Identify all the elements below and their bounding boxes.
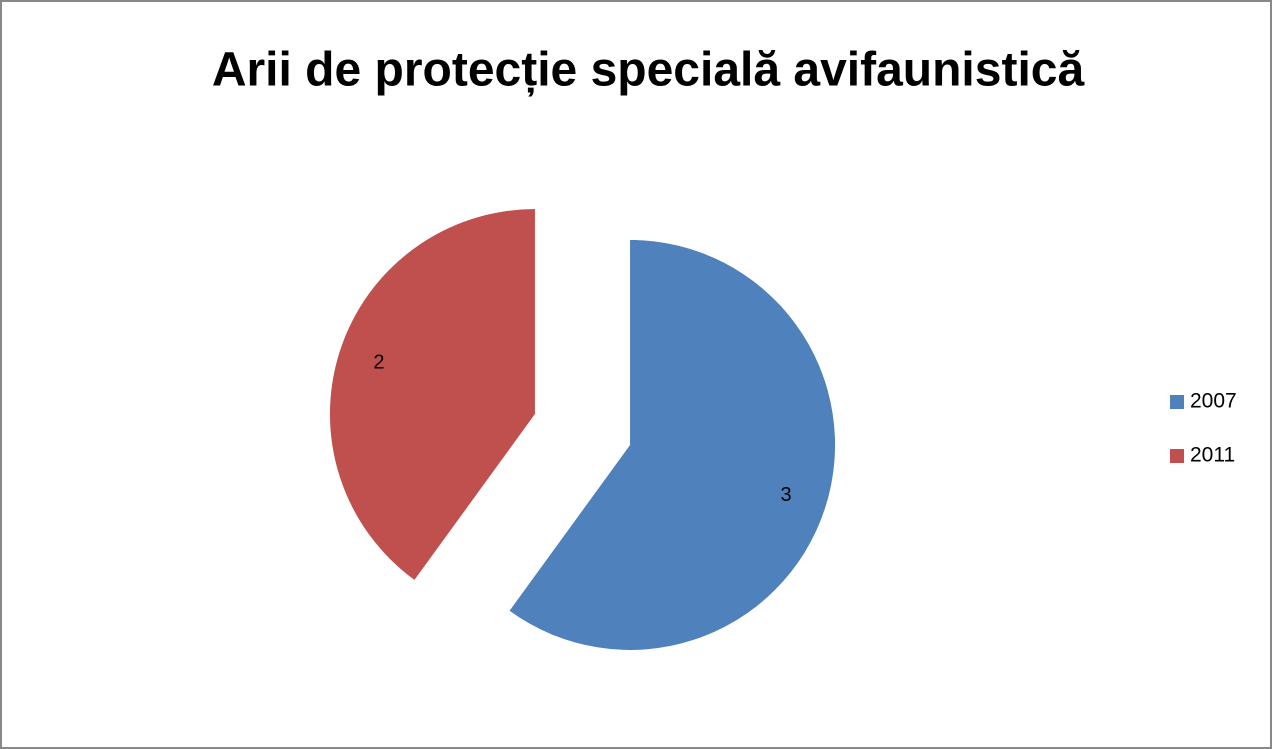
pie-slice [509,239,836,650]
legend-swatch [1170,395,1184,409]
legend-label: 2011 [1190,444,1235,467]
data-label: 3 [780,484,791,506]
data-label: 2 [373,352,384,374]
legend-label: 2007 [1190,390,1237,413]
pie-slice [329,209,535,580]
legend-swatch [1170,449,1184,463]
chart-title: Arii de protecție specială avifaunistică [212,44,1085,97]
